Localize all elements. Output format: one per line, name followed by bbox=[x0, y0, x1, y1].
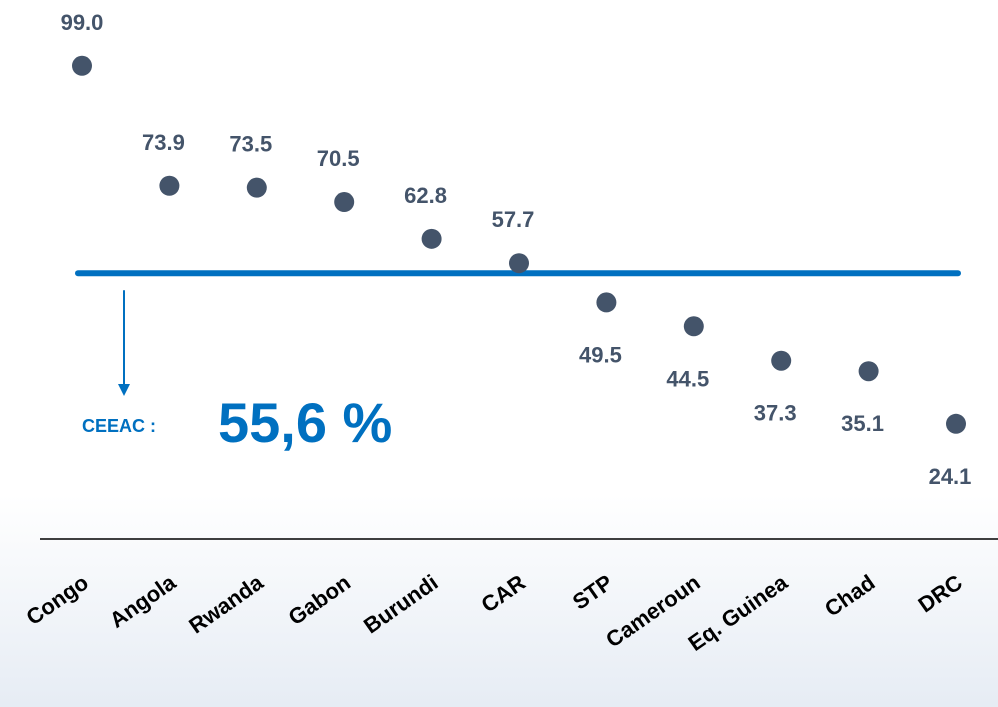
dot bbox=[771, 350, 792, 371]
dot bbox=[72, 55, 92, 76]
dot bbox=[246, 177, 267, 198]
dot bbox=[159, 175, 180, 196]
value-label: 70.5 bbox=[317, 146, 360, 171]
value-label: 24.1 bbox=[929, 464, 972, 489]
dot bbox=[596, 292, 617, 313]
value-label: 62.8 bbox=[404, 183, 447, 208]
dot bbox=[334, 192, 355, 213]
value-label: 73.5 bbox=[229, 132, 272, 157]
arrow-head bbox=[118, 384, 130, 396]
value-label: 44.5 bbox=[666, 366, 709, 391]
dot bbox=[858, 361, 879, 382]
dot bbox=[683, 316, 704, 337]
dot bbox=[946, 413, 966, 434]
value-label: 57.7 bbox=[492, 207, 535, 232]
value-label: 37.3 bbox=[754, 401, 797, 426]
dot bbox=[509, 253, 529, 274]
dot bbox=[421, 228, 442, 249]
value-label: 35.1 bbox=[841, 411, 884, 436]
reference-label: CEEAC : bbox=[82, 416, 156, 436]
reference-value: 55,6 % bbox=[218, 391, 392, 454]
value-label: 99.0 bbox=[61, 10, 104, 35]
value-label: 73.9 bbox=[142, 130, 185, 155]
value-label: 49.5 bbox=[579, 342, 622, 367]
